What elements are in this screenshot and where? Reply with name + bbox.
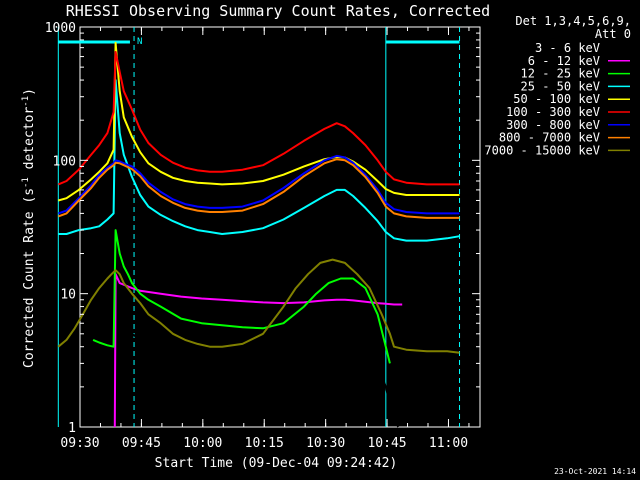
series-line bbox=[92, 229, 391, 364]
legend-label: 7000 - 15000 keV bbox=[484, 143, 600, 157]
legend-label: 800 - 7000 keV bbox=[499, 131, 600, 145]
timestamp: 23-Oct-2021 14:14 bbox=[554, 467, 636, 476]
legend-label: 25 - 50 keV bbox=[521, 79, 600, 93]
y-axis-label-part: detector bbox=[22, 107, 37, 178]
plot-area bbox=[79, 26, 481, 428]
y-tick-label: 100 bbox=[53, 154, 76, 169]
y-tick-label: 1000 bbox=[45, 21, 76, 36]
x-tick-label: 11:00 bbox=[429, 436, 468, 451]
x-tick-label: 10:15 bbox=[245, 436, 284, 451]
chart-title: RHESSI Observing Summary Count Rates, Co… bbox=[66, 2, 490, 20]
legend-label: 50 - 100 keV bbox=[513, 92, 600, 106]
marker-label: N bbox=[137, 37, 142, 47]
x-axis-label: Start Time (09-Dec-04 09:24:42) bbox=[155, 456, 398, 471]
series-line bbox=[113, 273, 403, 428]
legend-label: 3 - 6 keV bbox=[535, 41, 600, 55]
y-tick-label: 10 bbox=[60, 288, 76, 303]
legend-label: 6 - 12 keV bbox=[528, 54, 600, 68]
legend-label: 300 - 800 keV bbox=[506, 118, 600, 132]
x-tick-label: 09:30 bbox=[60, 436, 99, 451]
y-tick-label: 1 bbox=[68, 421, 76, 436]
x-tick-label: 10:30 bbox=[306, 436, 345, 451]
x-tick-label: 10:45 bbox=[367, 436, 406, 451]
legend-label: 12 - 25 keV bbox=[521, 67, 600, 81]
series-line bbox=[113, 293, 400, 428]
x-tick-label: 10:00 bbox=[183, 436, 222, 451]
legend-header: Det 1,3,4,5,6,9, bbox=[515, 14, 631, 28]
y-axis-label: Corrected Count Rate (s-1 detector-1) bbox=[21, 88, 37, 368]
y-axis-label-part: Corrected Count Rate (s bbox=[22, 188, 37, 368]
y-axis-label-sup: -1 bbox=[21, 177, 31, 188]
series-layer bbox=[57, 41, 460, 428]
x-tick-label: 09:45 bbox=[122, 436, 161, 451]
series-line bbox=[57, 158, 460, 219]
series-line bbox=[57, 258, 460, 354]
series-line bbox=[57, 154, 460, 215]
series-line bbox=[58, 41, 460, 202]
series-line bbox=[57, 50, 460, 186]
plot-frame bbox=[79, 26, 481, 428]
y-axis-label-sup: -1 bbox=[21, 96, 31, 107]
y-axis-label-part: ) bbox=[22, 88, 37, 96]
annotation-layer: N bbox=[57, 27, 461, 427]
series-line bbox=[58, 79, 460, 242]
axes-layer: 1 10 100 1000 09:30 09:45 10:00 10:15 10:30 10:45… bbox=[45, 21, 480, 451]
legend-header: Att 0 bbox=[595, 27, 631, 41]
legend-label: 100 - 300 keV bbox=[506, 105, 600, 119]
